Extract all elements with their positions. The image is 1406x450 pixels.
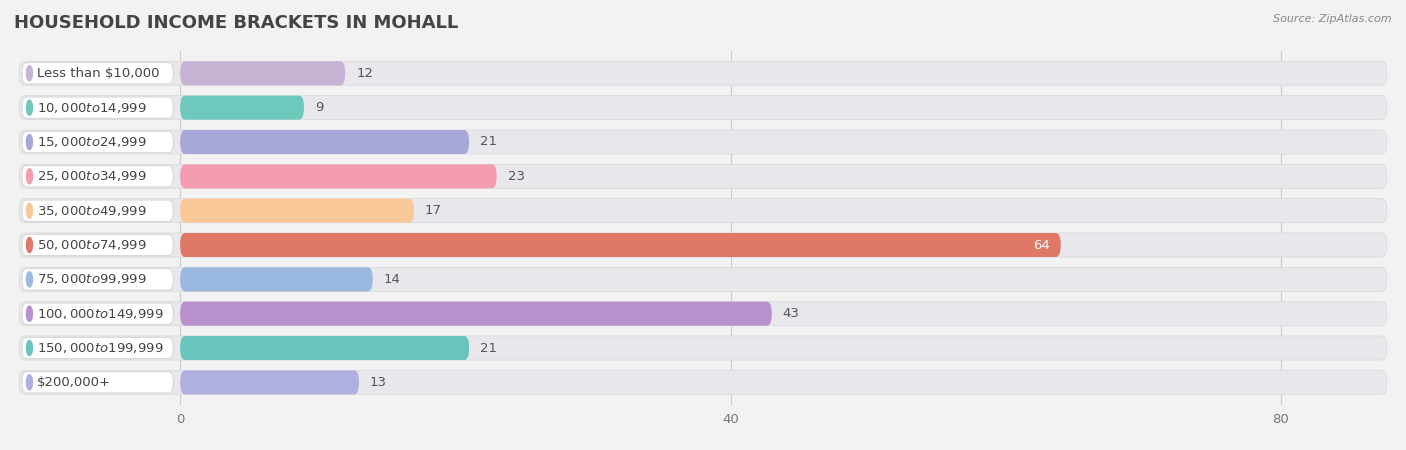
FancyBboxPatch shape — [22, 372, 173, 393]
Text: $10,000 to $14,999: $10,000 to $14,999 — [37, 101, 146, 115]
Text: $200,000+: $200,000+ — [37, 376, 111, 389]
FancyBboxPatch shape — [180, 267, 373, 291]
Circle shape — [27, 203, 32, 218]
Circle shape — [27, 341, 32, 356]
FancyBboxPatch shape — [20, 267, 1386, 291]
FancyBboxPatch shape — [20, 164, 1386, 189]
FancyBboxPatch shape — [180, 61, 346, 86]
FancyBboxPatch shape — [180, 370, 359, 394]
Text: 14: 14 — [384, 273, 401, 286]
Text: 13: 13 — [370, 376, 387, 389]
FancyBboxPatch shape — [22, 234, 173, 256]
FancyBboxPatch shape — [22, 200, 173, 221]
FancyBboxPatch shape — [20, 96, 1386, 120]
Text: 23: 23 — [508, 170, 524, 183]
FancyBboxPatch shape — [180, 198, 413, 223]
FancyBboxPatch shape — [20, 336, 1386, 360]
Text: $25,000 to $34,999: $25,000 to $34,999 — [37, 169, 146, 183]
Text: 43: 43 — [783, 307, 800, 320]
Text: $150,000 to $199,999: $150,000 to $199,999 — [37, 341, 163, 355]
FancyBboxPatch shape — [180, 96, 304, 120]
Text: HOUSEHOLD INCOME BRACKETS IN MOHALL: HOUSEHOLD INCOME BRACKETS IN MOHALL — [14, 14, 458, 32]
FancyBboxPatch shape — [22, 97, 173, 118]
FancyBboxPatch shape — [180, 233, 1060, 257]
FancyBboxPatch shape — [22, 131, 173, 153]
FancyBboxPatch shape — [180, 302, 772, 326]
FancyBboxPatch shape — [22, 269, 173, 290]
Circle shape — [27, 169, 32, 184]
FancyBboxPatch shape — [20, 302, 1386, 326]
Text: Less than $10,000: Less than $10,000 — [37, 67, 159, 80]
Circle shape — [27, 66, 32, 81]
Text: Source: ZipAtlas.com: Source: ZipAtlas.com — [1274, 14, 1392, 23]
Text: 64: 64 — [1033, 238, 1050, 252]
FancyBboxPatch shape — [20, 130, 1386, 154]
FancyBboxPatch shape — [22, 166, 173, 187]
Text: $50,000 to $74,999: $50,000 to $74,999 — [37, 238, 146, 252]
Text: $75,000 to $99,999: $75,000 to $99,999 — [37, 272, 146, 286]
FancyBboxPatch shape — [20, 370, 1386, 394]
Circle shape — [27, 135, 32, 149]
Text: 21: 21 — [479, 135, 498, 148]
Text: 9: 9 — [315, 101, 323, 114]
Text: 12: 12 — [356, 67, 373, 80]
Text: 17: 17 — [425, 204, 441, 217]
Circle shape — [27, 100, 32, 115]
FancyBboxPatch shape — [20, 61, 1386, 86]
Text: $15,000 to $24,999: $15,000 to $24,999 — [37, 135, 146, 149]
FancyBboxPatch shape — [180, 164, 496, 189]
Circle shape — [27, 306, 32, 321]
Circle shape — [27, 238, 32, 252]
FancyBboxPatch shape — [180, 336, 470, 360]
FancyBboxPatch shape — [22, 303, 173, 324]
Text: $35,000 to $49,999: $35,000 to $49,999 — [37, 204, 146, 218]
Circle shape — [27, 272, 32, 287]
Text: $100,000 to $149,999: $100,000 to $149,999 — [37, 306, 163, 321]
FancyBboxPatch shape — [20, 198, 1386, 223]
FancyBboxPatch shape — [20, 233, 1386, 257]
Circle shape — [27, 375, 32, 390]
FancyBboxPatch shape — [180, 130, 470, 154]
Text: 21: 21 — [479, 342, 498, 355]
FancyBboxPatch shape — [22, 63, 173, 84]
FancyBboxPatch shape — [22, 338, 173, 359]
